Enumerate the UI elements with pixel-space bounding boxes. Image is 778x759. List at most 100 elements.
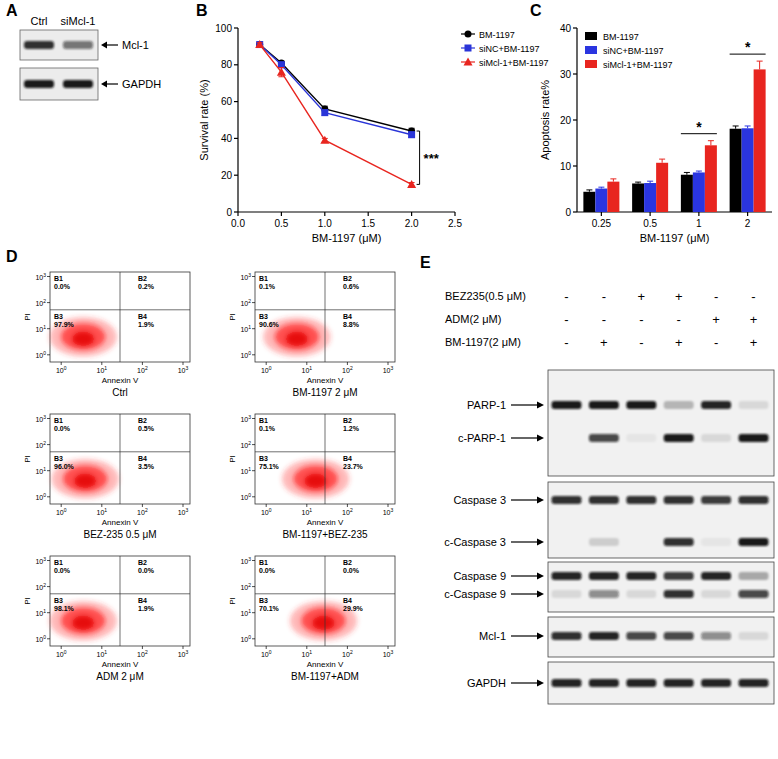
tick-exponent: 0 bbox=[248, 634, 251, 640]
quadrant-name: B2 bbox=[343, 559, 352, 566]
y-tick-label: 100 bbox=[240, 634, 251, 643]
quadrant-value: 0.2% bbox=[138, 283, 155, 290]
flow-plot: B10.1%B20.6%B390.6%B48.8%100100101101102… bbox=[228, 272, 395, 399]
error-cap bbox=[610, 178, 616, 179]
series-line bbox=[260, 45, 412, 185]
x-tick bbox=[601, 212, 602, 216]
x-tick bbox=[698, 212, 699, 216]
y-tick bbox=[573, 73, 577, 74]
arrow bbox=[511, 593, 538, 594]
error-cap bbox=[757, 61, 763, 62]
y-tick bbox=[47, 328, 50, 329]
quadrant-value: 0.0% bbox=[54, 567, 71, 574]
legend-swatch bbox=[585, 60, 597, 68]
y-tick bbox=[573, 165, 577, 166]
y-tick bbox=[47, 638, 50, 639]
band bbox=[589, 401, 619, 409]
panel-label: A bbox=[6, 2, 18, 19]
x-tick bbox=[61, 504, 62, 507]
error-bar bbox=[710, 141, 711, 146]
x-axis-label: Annexin V bbox=[102, 660, 139, 669]
band bbox=[552, 590, 582, 598]
quadrant-value: 0.0% bbox=[138, 567, 155, 574]
annotation: * bbox=[696, 119, 702, 135]
cloud-layer bbox=[282, 459, 349, 499]
band bbox=[664, 632, 694, 640]
tick-exponent: 0 bbox=[64, 365, 67, 371]
tick-exponent: 1 bbox=[309, 649, 312, 655]
error-cap bbox=[708, 140, 714, 141]
x-tick bbox=[142, 362, 143, 365]
blot-strip bbox=[20, 30, 98, 60]
x-tick-label: 102 bbox=[342, 507, 353, 516]
y-tick-label: 0 bbox=[226, 207, 232, 218]
cloud-layer bbox=[304, 474, 326, 488]
tick-exponent: 1 bbox=[43, 324, 46, 330]
tick-exponent: 3 bbox=[391, 507, 394, 513]
band bbox=[739, 496, 769, 504]
tick-exponent: 1 bbox=[104, 507, 107, 513]
x-tick bbox=[183, 504, 184, 507]
panel-label: B bbox=[196, 2, 208, 19]
tick-exponent: 2 bbox=[145, 507, 148, 513]
band-label: Caspase 3 bbox=[453, 494, 506, 506]
x-tick-label: 0.5 bbox=[643, 218, 657, 229]
x-tick-label: 100 bbox=[261, 507, 272, 516]
arrow-head bbox=[537, 573, 544, 580]
x-tick-label: 103 bbox=[383, 649, 394, 658]
band bbox=[552, 572, 582, 580]
bar bbox=[607, 182, 619, 212]
tick-exponent: 0 bbox=[269, 507, 272, 513]
band bbox=[664, 590, 694, 598]
y-tick-label: 103 bbox=[35, 414, 46, 423]
lane-label: Ctrl bbox=[30, 15, 47, 27]
y-tick-label: 20 bbox=[221, 170, 233, 181]
y-tick-label: 102 bbox=[35, 582, 46, 591]
x-tick bbox=[142, 504, 143, 507]
y-axis-label: Apoptosis rate% bbox=[539, 80, 551, 160]
plot-title: BM-1197+BEZ-235 bbox=[282, 529, 368, 540]
band bbox=[552, 434, 582, 442]
quadrant-value: 23.7% bbox=[343, 463, 364, 470]
treatment-sign: - bbox=[564, 289, 568, 304]
quadrant-divider bbox=[120, 272, 121, 362]
legend-label: siNC+BM-1197 bbox=[603, 46, 664, 56]
x-tick bbox=[454, 212, 455, 216]
cloud-layer bbox=[50, 601, 117, 641]
treatment-sign: + bbox=[750, 335, 758, 350]
band-label: GAPDH bbox=[467, 677, 506, 689]
y-tick bbox=[234, 64, 238, 65]
quadrant-divider bbox=[255, 593, 395, 594]
x-tick bbox=[266, 362, 267, 365]
quadrant-name: B2 bbox=[138, 559, 147, 566]
arrow-head bbox=[537, 591, 544, 598]
x-tick bbox=[347, 646, 348, 649]
quadrant-value: 1.9% bbox=[138, 321, 155, 328]
x-axis-label: Annexin V bbox=[307, 660, 344, 669]
band bbox=[701, 632, 731, 640]
arrow-head bbox=[537, 435, 544, 442]
x-tick bbox=[347, 504, 348, 507]
legend-label: siMcl-1+BM-1197 bbox=[603, 60, 673, 70]
y-tick bbox=[252, 328, 255, 329]
legend-marker bbox=[465, 31, 472, 38]
quadrant-name: B1 bbox=[54, 559, 63, 566]
x-tick-label: 100 bbox=[56, 365, 67, 374]
y-tick-label: 101 bbox=[240, 466, 251, 475]
annotation: * bbox=[745, 39, 751, 55]
error-bar bbox=[759, 61, 760, 69]
series-line bbox=[260, 45, 412, 131]
arrow-head bbox=[101, 42, 107, 49]
quadrant-name: B3 bbox=[54, 313, 63, 320]
y-tick-label: 100 bbox=[215, 23, 232, 34]
y-tick-label: 80 bbox=[221, 59, 233, 70]
tick-exponent: 0 bbox=[64, 649, 67, 655]
y-tick bbox=[47, 560, 50, 561]
plot-frame bbox=[50, 556, 190, 646]
treatment-sign: + bbox=[712, 312, 720, 327]
quadrant-value: 75.1% bbox=[259, 463, 280, 470]
data-point bbox=[408, 131, 415, 138]
band bbox=[626, 632, 656, 640]
y-tick-label: 101 bbox=[35, 324, 46, 333]
blot-strip bbox=[20, 68, 98, 100]
